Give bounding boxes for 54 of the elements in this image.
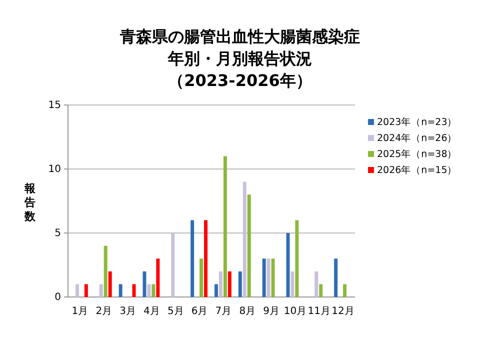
x-tick-label: 10月 [284, 306, 307, 318]
chart-subtitle: 年別・月別報告状況 [167, 49, 312, 68]
x-tick-label: 1月 [72, 306, 88, 318]
bar [242, 182, 246, 297]
bar [262, 258, 266, 297]
bar [334, 258, 338, 297]
x-tick-label: 11月 [308, 306, 330, 318]
bar [200, 258, 204, 297]
x-tick-label: 5月 [167, 306, 184, 318]
y-axis-title: 報告数 [24, 182, 36, 223]
legend-label: 2024年（n=26） [377, 132, 458, 144]
legend-label: 2023年（n=23） [377, 116, 458, 128]
bar [319, 284, 323, 297]
y-tick-label: 0 [54, 292, 61, 304]
bar [84, 284, 88, 297]
bar [314, 271, 318, 297]
bar [204, 220, 208, 297]
bar [247, 194, 251, 297]
text: （2023-2026年） [168, 71, 312, 90]
bar [152, 284, 156, 297]
x-tick-label: 8月 [239, 306, 256, 318]
x-tick-label: 9月 [263, 306, 280, 318]
bar [147, 284, 151, 297]
bar [156, 258, 160, 297]
bar [218, 271, 222, 297]
bar [99, 284, 103, 297]
bar [75, 284, 79, 297]
bar [343, 284, 347, 297]
x-tick-label: 7月 [215, 306, 232, 318]
bar [118, 284, 122, 297]
bar [266, 258, 270, 297]
bar [271, 258, 275, 297]
y-tick-label: 10 [48, 164, 61, 176]
bar [171, 233, 175, 297]
bar [132, 284, 136, 297]
legend-label: 2026年（n=15） [377, 164, 458, 176]
x-tick-label: 2月 [96, 306, 112, 318]
x-tick-label: 3月 [120, 306, 136, 318]
chart-title: 青森県の腸管出血性大腸菌感染症 [119, 27, 360, 46]
bar [223, 156, 227, 297]
bar [228, 271, 232, 297]
bar [238, 271, 242, 297]
bar [104, 246, 108, 297]
bar [108, 271, 112, 297]
x-tick-label: 6月 [191, 306, 208, 318]
x-tick-label: 4月 [144, 306, 160, 318]
y-tick-label: 15 [48, 100, 61, 112]
legend-label: 2025年（n=38） [377, 148, 458, 160]
bar [214, 284, 218, 297]
x-tick-label: 12月 [332, 306, 354, 318]
bar [190, 220, 194, 297]
y-tick-label: 5 [54, 228, 61, 240]
bar [290, 271, 294, 297]
bar [295, 220, 299, 297]
